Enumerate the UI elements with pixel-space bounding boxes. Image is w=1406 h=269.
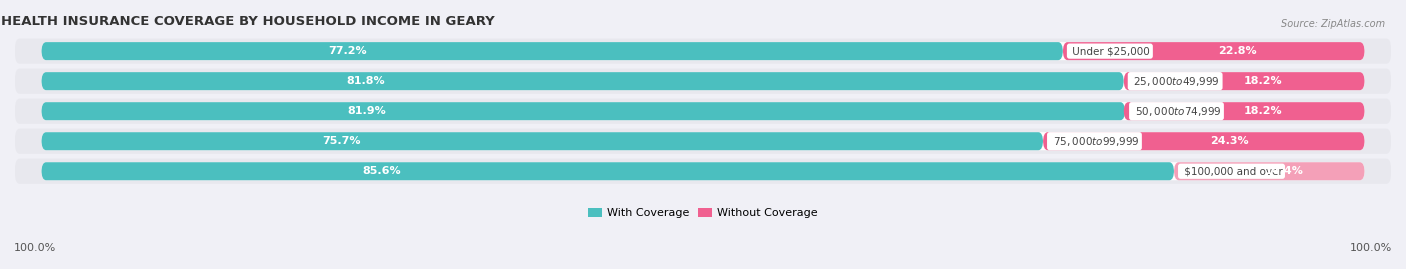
FancyBboxPatch shape [41, 102, 1125, 120]
FancyBboxPatch shape [41, 42, 1365, 60]
FancyBboxPatch shape [1123, 72, 1365, 90]
FancyBboxPatch shape [41, 162, 1174, 180]
Text: 22.8%: 22.8% [1219, 46, 1257, 56]
FancyBboxPatch shape [15, 129, 1391, 154]
FancyBboxPatch shape [1043, 132, 1365, 150]
Text: 81.8%: 81.8% [347, 76, 385, 86]
Text: 100.0%: 100.0% [14, 243, 56, 253]
FancyBboxPatch shape [41, 132, 1365, 150]
Text: Under $25,000: Under $25,000 [1070, 46, 1150, 56]
Text: 24.3%: 24.3% [1211, 136, 1249, 146]
Text: $50,000 to $74,999: $50,000 to $74,999 [1132, 105, 1222, 118]
Text: 18.2%: 18.2% [1244, 76, 1282, 86]
FancyBboxPatch shape [15, 38, 1391, 64]
Text: 85.6%: 85.6% [361, 166, 401, 176]
Text: 100.0%: 100.0% [1350, 243, 1392, 253]
FancyBboxPatch shape [1123, 102, 1365, 120]
Text: $75,000 to $99,999: $75,000 to $99,999 [1050, 135, 1139, 148]
FancyBboxPatch shape [41, 162, 1365, 180]
FancyBboxPatch shape [41, 72, 1123, 90]
Text: 14.4%: 14.4% [1265, 166, 1303, 176]
Text: 18.2%: 18.2% [1244, 106, 1282, 116]
Text: HEALTH INSURANCE COVERAGE BY HOUSEHOLD INCOME IN GEARY: HEALTH INSURANCE COVERAGE BY HOUSEHOLD I… [1, 15, 495, 28]
Text: 75.7%: 75.7% [323, 136, 361, 146]
FancyBboxPatch shape [41, 42, 1063, 60]
FancyBboxPatch shape [41, 132, 1043, 150]
Text: 77.2%: 77.2% [329, 46, 367, 56]
FancyBboxPatch shape [1174, 162, 1365, 180]
Text: $100,000 and over: $100,000 and over [1181, 166, 1282, 176]
FancyBboxPatch shape [15, 98, 1391, 124]
Legend: With Coverage, Without Coverage: With Coverage, Without Coverage [588, 208, 818, 218]
Text: Source: ZipAtlas.com: Source: ZipAtlas.com [1281, 19, 1385, 29]
FancyBboxPatch shape [41, 72, 1365, 90]
FancyBboxPatch shape [41, 102, 1365, 120]
FancyBboxPatch shape [1063, 42, 1365, 60]
FancyBboxPatch shape [15, 69, 1391, 94]
FancyBboxPatch shape [15, 159, 1391, 184]
Text: 81.9%: 81.9% [347, 106, 385, 116]
Text: $25,000 to $49,999: $25,000 to $49,999 [1130, 75, 1220, 88]
